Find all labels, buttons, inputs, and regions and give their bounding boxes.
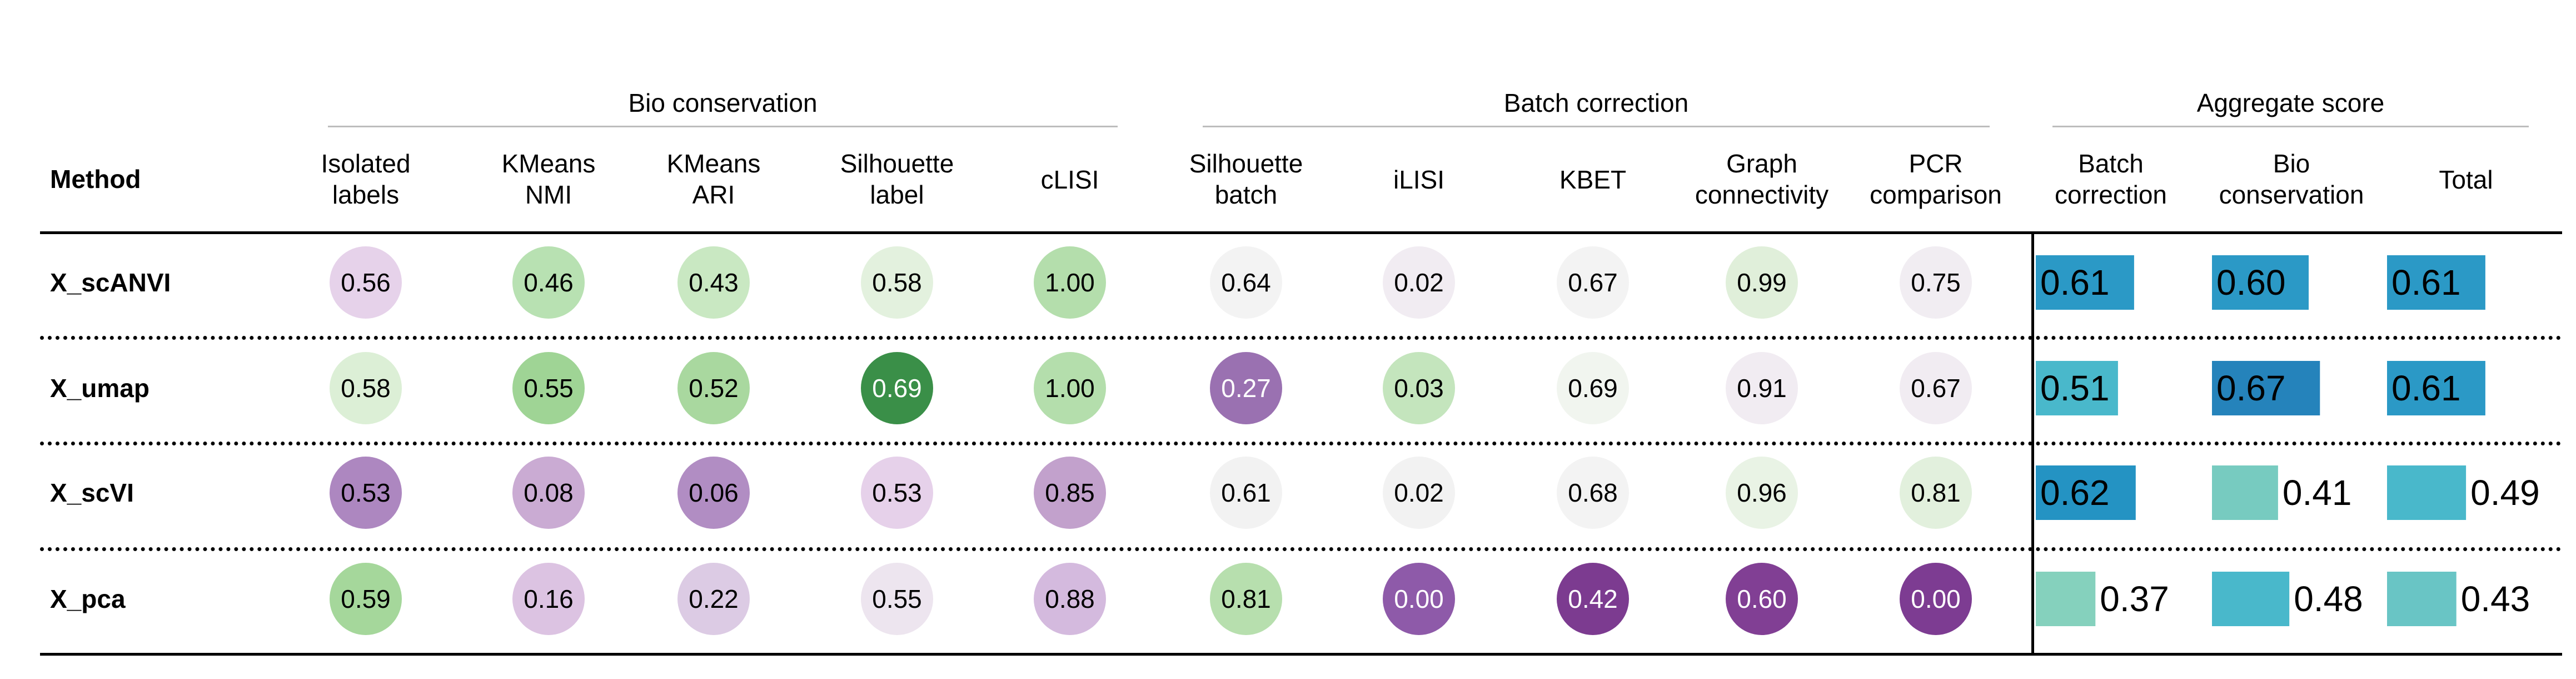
score-value: 0.68: [1568, 478, 1618, 507]
score-value: 0.03: [1394, 374, 1444, 403]
score-value: 0.16: [524, 584, 574, 613]
score-value: 0.43: [689, 268, 739, 297]
aggregate-value: 0.49: [2470, 473, 2540, 513]
score-value: 1.00: [1045, 268, 1095, 297]
score-value: 0.67: [1911, 374, 1961, 403]
aggregate-bar: [2387, 572, 2457, 626]
score-value: 0.59: [341, 584, 391, 613]
aggregate-value: 0.61: [2391, 368, 2461, 408]
score-value: 0.64: [1221, 268, 1271, 297]
score-value: 0.69: [872, 374, 922, 403]
aggregate-value: 0.51: [2040, 368, 2110, 408]
aggregate-value: 0.48: [2294, 579, 2363, 619]
score-value: 0.53: [872, 478, 922, 507]
score-value: 0.46: [524, 268, 574, 297]
score-value: 0.96: [1737, 478, 1787, 507]
row-label: X_scANVI: [50, 267, 171, 298]
score-value: 0.52: [689, 374, 739, 403]
aggregate-value: 0.61: [2391, 262, 2461, 303]
score-value: 0.58: [872, 268, 922, 297]
score-value: 0.81: [1221, 584, 1271, 613]
score-value: 0.69: [1568, 374, 1618, 403]
score-value: 0.88: [1045, 584, 1095, 613]
score-value: 0.00: [1911, 584, 1961, 613]
score-value: 0.02: [1394, 478, 1444, 507]
aggregate-value: 0.61: [2040, 262, 2110, 303]
aggregate-bar: [2036, 572, 2095, 626]
score-value: 0.00: [1394, 584, 1444, 613]
score-value: 0.60: [1737, 584, 1787, 613]
row-label: X_umap: [50, 373, 150, 403]
score-value: 0.56: [341, 268, 391, 297]
score-value: 0.67: [1568, 268, 1618, 297]
score-value: 0.55: [872, 584, 922, 613]
row-label: X_pca: [50, 584, 126, 614]
aggregate-value: 0.37: [2100, 579, 2169, 619]
score-value: 0.42: [1568, 584, 1618, 613]
aggregate-bar: [2212, 572, 2289, 626]
aggregate-bar: [2212, 465, 2278, 520]
score-value: 0.61: [1221, 478, 1271, 507]
score-value: 1.00: [1045, 374, 1095, 403]
score-value: 0.58: [341, 374, 391, 403]
aggregate-value: 0.41: [2283, 473, 2352, 513]
score-value: 0.53: [341, 478, 391, 507]
score-value: 0.22: [689, 584, 739, 613]
aggregate-bar: [2387, 465, 2466, 520]
score-value: 0.85: [1045, 478, 1095, 507]
score-value: 0.55: [524, 374, 574, 403]
aggregate-value: 0.43: [2461, 579, 2530, 619]
score-value: 0.02: [1394, 268, 1444, 297]
score-value: 0.27: [1221, 374, 1271, 403]
score-value: 0.06: [689, 478, 739, 507]
aggregate-value: 0.67: [2216, 368, 2286, 408]
score-value: 0.81: [1911, 478, 1961, 507]
row-label: X_scVI: [50, 478, 134, 508]
aggregate-value: 0.60: [2216, 262, 2286, 303]
score-value: 0.91: [1737, 374, 1787, 403]
aggregate-value: 0.62: [2040, 473, 2110, 513]
score-value: 0.99: [1737, 268, 1787, 297]
score-value: 0.75: [1911, 268, 1961, 297]
score-value: 0.08: [524, 478, 574, 507]
